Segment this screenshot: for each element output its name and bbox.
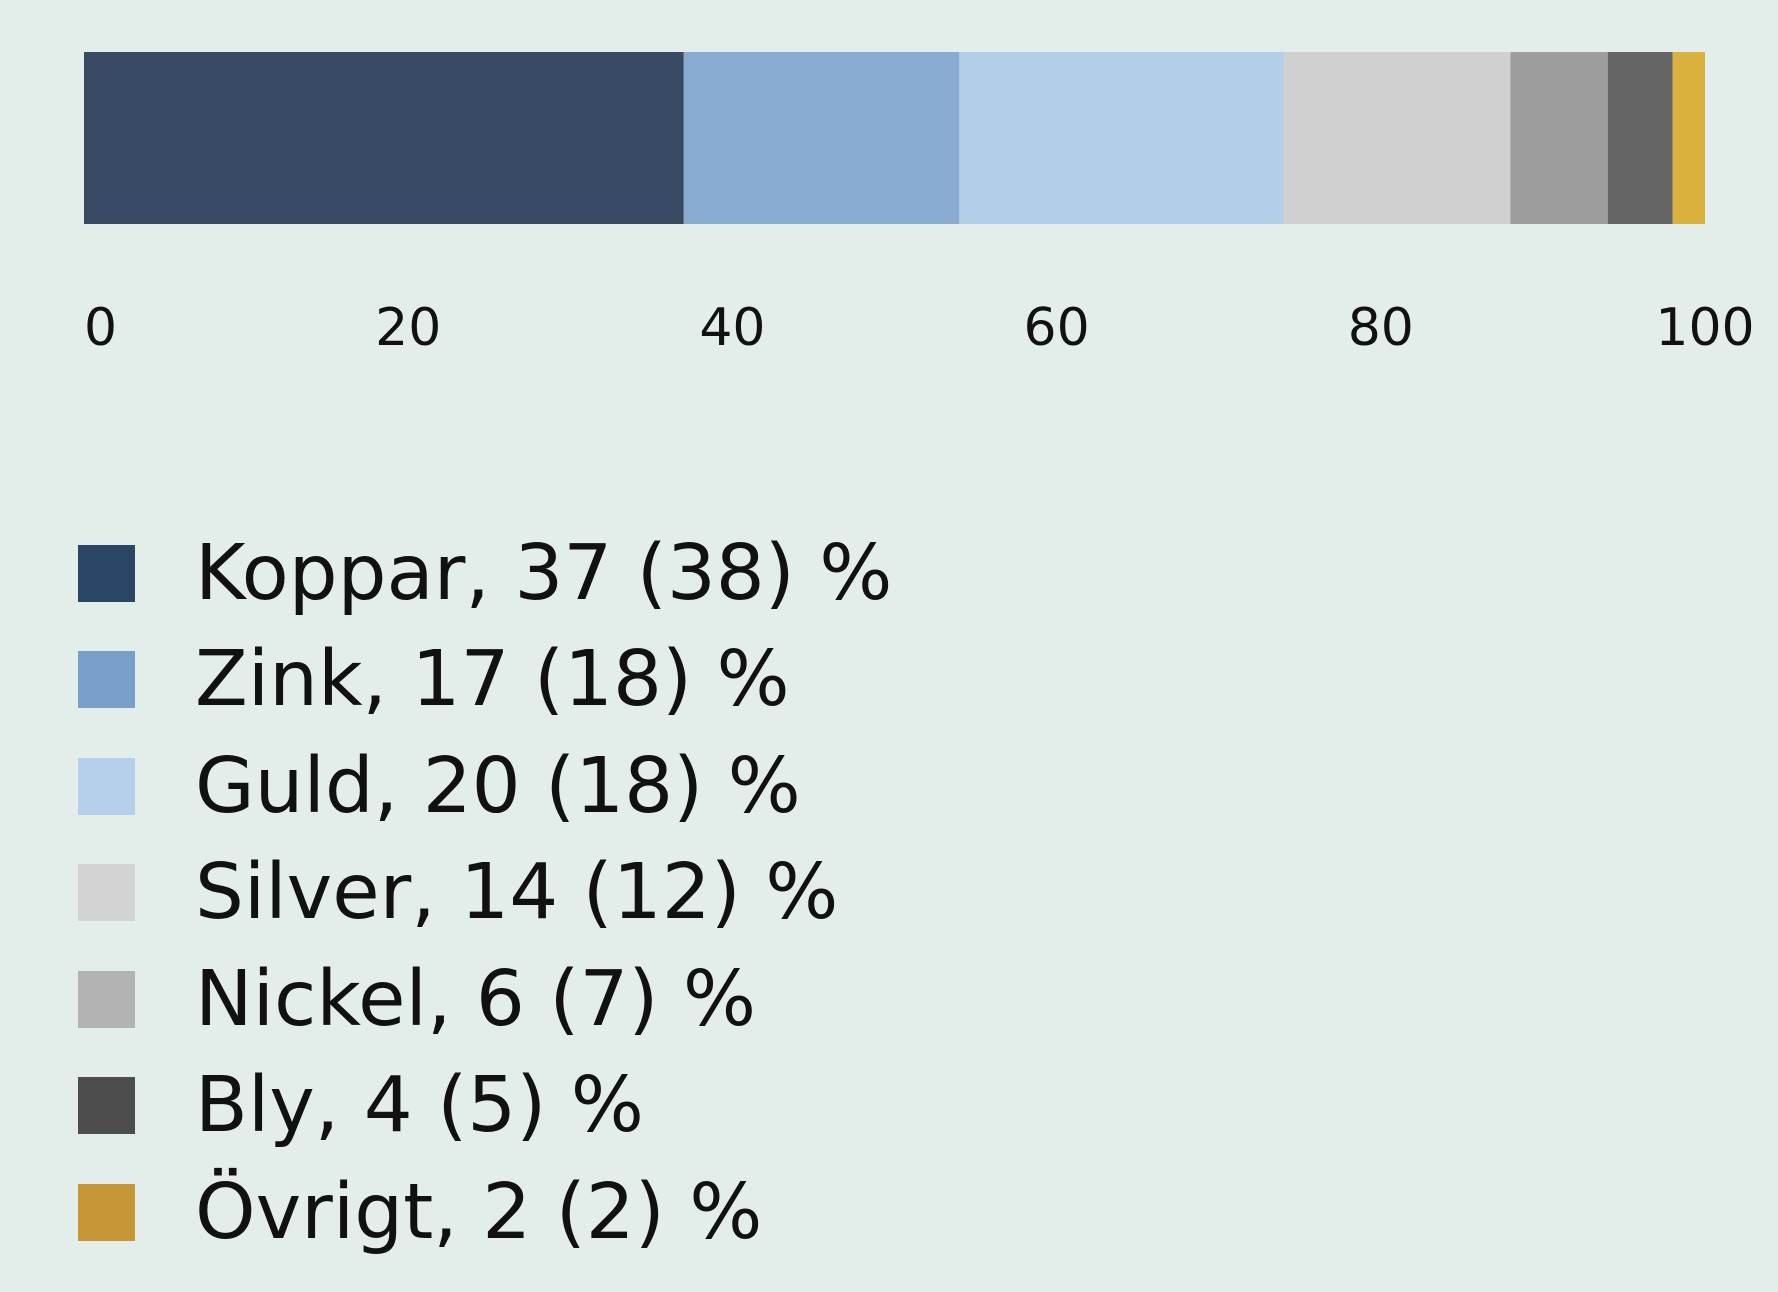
legend-item: Guld, 20 (18) % bbox=[78, 733, 892, 840]
stacked-bar-chart: 0 20 40 60 80 100 bbox=[84, 52, 1755, 358]
x-axis-ticks: 0 20 40 60 80 100 bbox=[84, 298, 1755, 358]
legend-swatch bbox=[78, 1183, 135, 1241]
x-tick-label: 100 bbox=[1655, 298, 1754, 358]
legend-item: Övrigt, 2 (2) % bbox=[78, 1159, 892, 1266]
x-tick-label: 40 bbox=[699, 298, 765, 358]
legend: Koppar, 37 (38) % Zink, 17 (18) % Guld, 20… bbox=[78, 520, 892, 1266]
bar-segment-1 bbox=[683, 52, 960, 224]
legend-swatch bbox=[78, 757, 135, 815]
legend-label: Silver, 14 (12) % bbox=[195, 848, 839, 938]
bar-segment-6 bbox=[1672, 52, 1705, 224]
legend-item: Koppar, 37 (38) % bbox=[78, 520, 892, 627]
bar-segment-2 bbox=[959, 52, 1284, 224]
bar-segment-5 bbox=[1607, 52, 1673, 224]
legend-label: Bly, 4 (5) % bbox=[195, 1061, 644, 1151]
stacked-bar bbox=[84, 52, 1705, 224]
legend-label: Övrigt, 2 (2) % bbox=[195, 1167, 763, 1257]
legend-label: Zink, 17 (18) % bbox=[195, 635, 790, 725]
bar-segment-0 bbox=[84, 52, 684, 224]
legend-label: Nickel, 6 (7) % bbox=[195, 954, 757, 1044]
legend-swatch bbox=[78, 651, 135, 709]
legend-swatch bbox=[78, 970, 135, 1028]
legend-label: Guld, 20 (18) % bbox=[195, 741, 801, 831]
x-tick-label: 20 bbox=[375, 298, 441, 358]
bar-segment-3 bbox=[1283, 52, 1511, 224]
legend-item: Bly, 4 (5) % bbox=[78, 1053, 892, 1160]
legend-label: Koppar, 37 (38) % bbox=[195, 528, 893, 618]
legend-swatch bbox=[78, 864, 135, 922]
legend-item: Zink, 17 (18) % bbox=[78, 627, 892, 734]
x-tick-label: 80 bbox=[1348, 298, 1414, 358]
x-tick-label: 60 bbox=[1024, 298, 1090, 358]
x-tick-label: 0 bbox=[84, 298, 117, 358]
legend-swatch bbox=[78, 1077, 135, 1135]
legend-swatch bbox=[78, 544, 135, 602]
legend-item: Silver, 14 (12) % bbox=[78, 840, 892, 947]
bar-segment-4 bbox=[1510, 52, 1608, 224]
legend-item: Nickel, 6 (7) % bbox=[78, 946, 892, 1053]
